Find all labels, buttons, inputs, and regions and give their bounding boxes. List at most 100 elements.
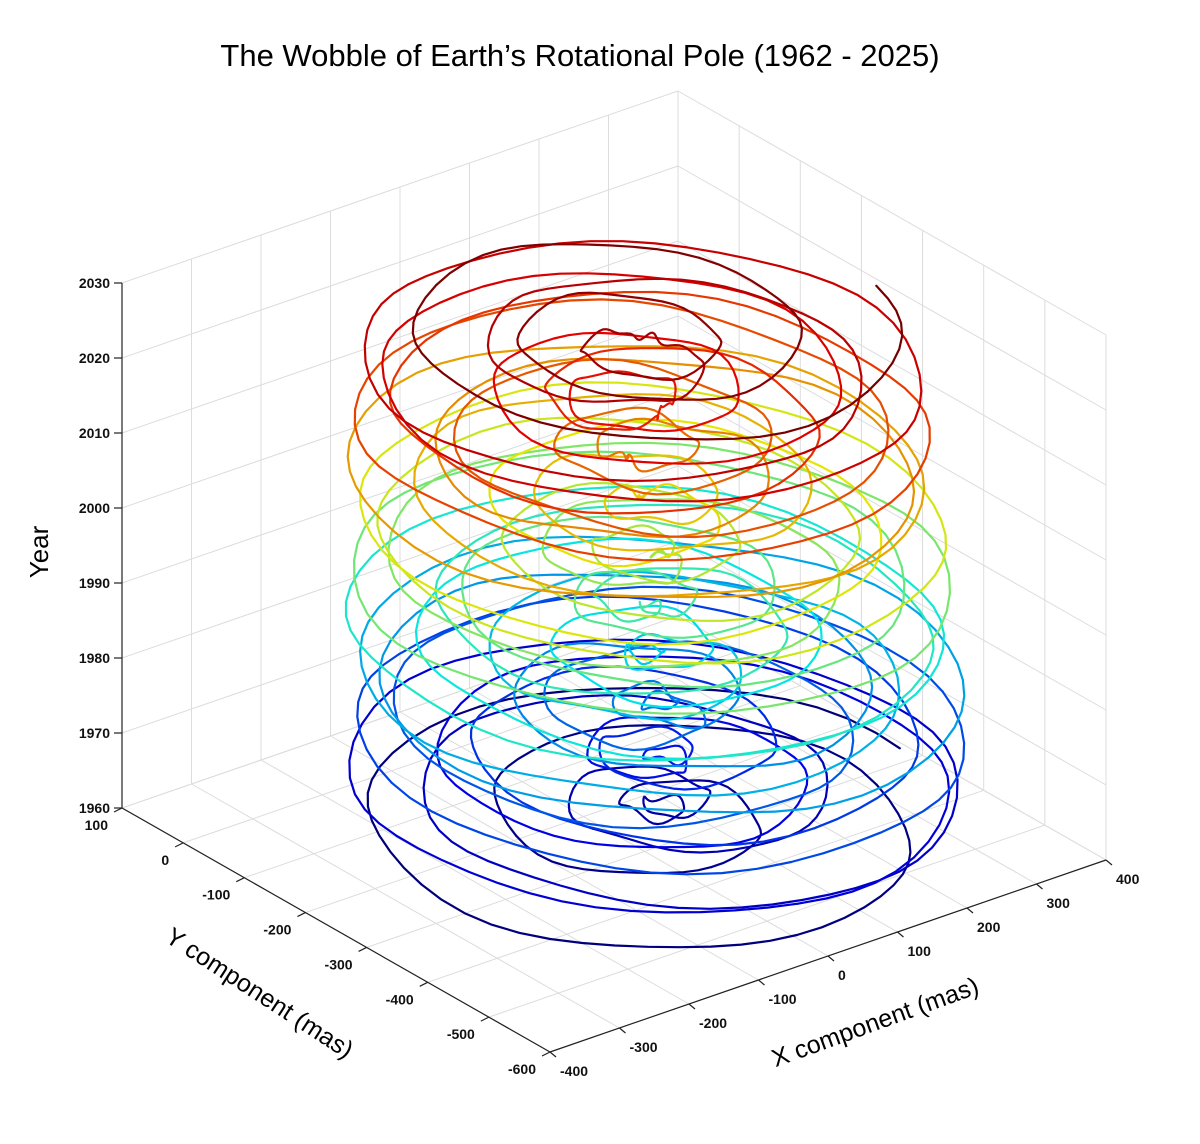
pole-trace-segment <box>633 649 666 666</box>
pole-trace-segment <box>658 572 899 678</box>
side-wall-grid-line <box>677 90 1107 336</box>
x-tick-mark <box>758 979 765 986</box>
pole-trace-segment <box>525 573 849 642</box>
y-tick-label: -500 <box>447 1026 475 1042</box>
pole-trace-segment <box>574 585 944 693</box>
floor-grid-line <box>538 663 968 909</box>
pole-trace-segment <box>492 362 602 460</box>
pole-trace-segment <box>591 537 642 579</box>
pole-trace-segment <box>656 337 700 360</box>
pole-trace-segment <box>641 746 668 761</box>
pole-trace-segment <box>532 480 648 552</box>
x-tick-label: 400 <box>1116 871 1140 887</box>
pole-trace-segment <box>638 600 654 612</box>
pole-trace-segment <box>598 727 648 761</box>
back-wall-grid-line <box>121 540 679 734</box>
pole-trace-segment <box>642 409 661 427</box>
back-wall-grid-line <box>121 615 679 809</box>
pole-trace-segment <box>543 358 579 418</box>
pole-trace-segment <box>691 311 890 460</box>
pole-trace-segment <box>434 503 673 592</box>
pole-trace-segment <box>365 681 688 797</box>
side-wall-grid-line <box>677 165 1107 411</box>
pole-trace-segment <box>390 441 681 535</box>
pole-trace-segment <box>514 834 713 875</box>
pole-trace-segment <box>668 787 712 820</box>
pole-trace-segment <box>713 610 823 703</box>
pole-trace-segment <box>601 412 730 433</box>
pole-trace-segment <box>366 705 481 886</box>
y-tick-mark <box>113 807 123 813</box>
pole-trace-segment <box>738 433 883 571</box>
pole-trace-segment <box>763 638 874 767</box>
pole-trace-segment <box>658 402 673 412</box>
x-tick-mark <box>619 1027 626 1034</box>
pole-trace-segment <box>813 671 920 830</box>
pole-trace-segment <box>553 426 620 487</box>
pole-trace-segment <box>640 667 743 721</box>
pole-trace-segment <box>359 535 579 684</box>
x-tick-label: -100 <box>769 991 797 1007</box>
pole-trace-segment <box>413 470 639 598</box>
pole-trace-segment <box>657 634 742 671</box>
pole-trace-segment <box>715 565 906 689</box>
pole-trace-segment <box>454 783 706 849</box>
x-tick-label: -300 <box>630 1039 658 1055</box>
pole-trace-segment <box>395 272 697 332</box>
pole-trace-segment <box>665 744 688 774</box>
z-axis-label: Year <box>24 525 54 578</box>
pole-trace-segment <box>362 381 688 480</box>
x-tick-label: 0 <box>838 967 846 983</box>
pole-trace-segment <box>748 605 946 755</box>
pole-trace-segment <box>624 453 636 465</box>
pole-trace-segment <box>673 339 740 415</box>
pole-trace-segment <box>353 577 667 715</box>
pole-trace-segment <box>618 786 647 820</box>
pole-trace-segment <box>541 529 613 586</box>
y-axis-label: Y component (mas) <box>160 922 358 1064</box>
y-tick-label: 100 <box>85 817 109 833</box>
back-wall-grid-line <box>121 90 679 284</box>
pole-trace-segment <box>645 725 694 756</box>
chart-title: The Wobble of Earth’s Rotational Pole (1… <box>220 38 939 73</box>
pole-trace <box>344 240 966 949</box>
y-tick-label: 0 <box>161 852 169 868</box>
pole-trace-segment <box>640 698 669 711</box>
side-wall-grid-line <box>677 465 1107 711</box>
x-tick-mark <box>1105 859 1113 866</box>
pole-trace-segment <box>694 281 843 415</box>
floor-grid-line <box>191 783 620 1029</box>
pole-trace-segment <box>683 491 721 540</box>
pole-trace-segment <box>684 389 948 551</box>
pole-trace-segment <box>601 365 704 381</box>
pole-trace-segment <box>486 859 857 910</box>
pole-trace-segment <box>655 571 699 608</box>
pole-trace-segment <box>586 716 639 768</box>
z-tick-label: 1970 <box>79 725 110 741</box>
pole-trace-segment <box>366 298 694 380</box>
y-tick-mark <box>236 877 245 883</box>
pole-trace-segment <box>609 765 707 790</box>
y-tick-label: -300 <box>325 956 353 972</box>
pole-trace-segment <box>500 540 682 621</box>
pole-trace-segment <box>579 336 605 370</box>
pole-trace-segment <box>414 543 564 668</box>
pole-trace-segment <box>773 645 966 813</box>
pole-trace-segment <box>590 328 634 339</box>
pole-trace-segment <box>698 256 804 370</box>
pole-trace-segment <box>720 706 778 784</box>
pole-trace-segment <box>488 649 643 719</box>
y-tick-label: -400 <box>386 991 414 1007</box>
pole-trace-segment <box>346 425 555 594</box>
pole-trace-segment <box>866 284 904 393</box>
x-tick-mark <box>827 955 835 962</box>
side-wall-grid-line <box>677 390 1107 636</box>
pole-trace-segment <box>378 574 528 729</box>
pole-trace-segment <box>664 592 952 715</box>
pole-trace-segment <box>435 243 701 287</box>
y-tick-mark <box>480 1016 490 1022</box>
pole-trace-segment <box>649 549 667 559</box>
pole-trace-segment <box>376 524 654 662</box>
pole-trace-segment <box>491 482 781 515</box>
